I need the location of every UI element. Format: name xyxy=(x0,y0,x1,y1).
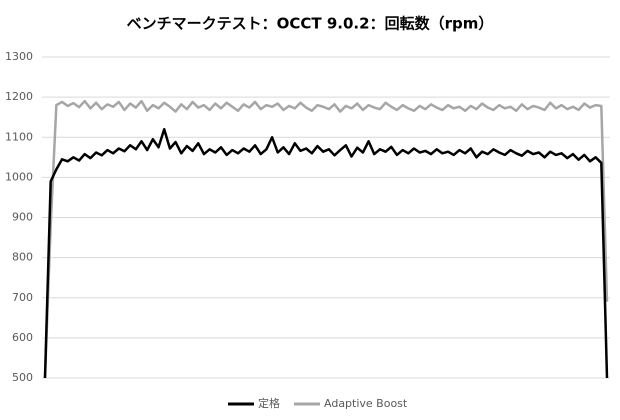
y-tick-label: 900 xyxy=(12,211,33,224)
y-tick-label: 700 xyxy=(12,291,33,304)
y-tick-label: 1000 xyxy=(5,170,33,183)
series-line xyxy=(43,99,609,379)
y-tick-label: 600 xyxy=(12,331,33,344)
chart-title: ベンチマークテスト：OCCT 9.0.2：回転数（rpm） xyxy=(127,15,494,33)
series-line xyxy=(43,127,609,379)
legend-label: 定格 xyxy=(258,396,280,410)
y-tick-label: 1300 xyxy=(5,50,33,63)
y-tick-label: 1200 xyxy=(5,90,33,103)
y-tick-label: 800 xyxy=(12,251,33,264)
y-tick-label: 1100 xyxy=(5,130,33,143)
y-tick-label: 500 xyxy=(12,371,33,384)
legend-label: Adaptive Boost xyxy=(324,397,408,410)
